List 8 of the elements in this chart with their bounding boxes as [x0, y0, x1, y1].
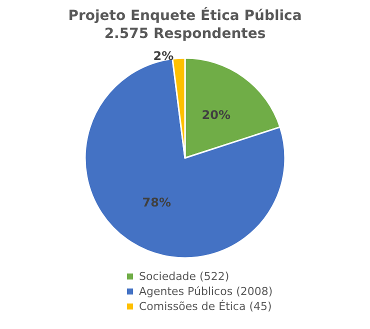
legend-label: Agentes Públicos (2008) — [139, 285, 273, 298]
data-label: 2% — [153, 49, 174, 64]
chart-subtitle: 2.575 Respondentes — [104, 26, 266, 42]
chart-title: Projeto Enquete Ética Pública — [68, 7, 302, 24]
legend-label: Sociedade (522) — [139, 270, 230, 283]
data-label: 20% — [202, 108, 231, 122]
legend-label: Comissões de Ética (45) — [139, 299, 272, 313]
data-label: 78% — [142, 196, 171, 210]
